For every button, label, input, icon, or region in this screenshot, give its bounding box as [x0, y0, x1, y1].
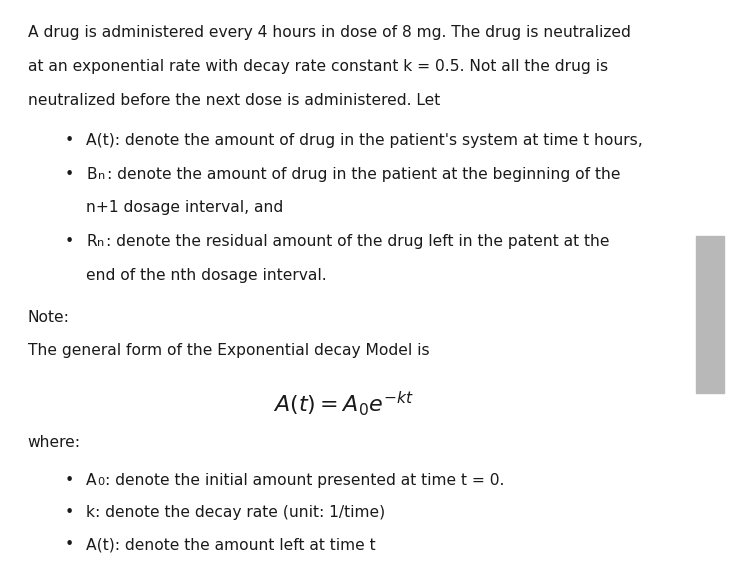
Text: n+1 dosage interval, and: n+1 dosage interval, and: [86, 200, 283, 215]
Text: B: B: [86, 167, 97, 182]
Text: R: R: [86, 234, 97, 249]
Text: A(t): denote the amount of drug in the patient's system at time t hours,: A(t): denote the amount of drug in the p…: [86, 133, 643, 148]
Text: neutralized before the next dose is administered. Let: neutralized before the next dose is admi…: [28, 93, 440, 108]
Text: $A(t) = A_0e^{-kt}$: $A(t) = A_0e^{-kt}$: [273, 389, 413, 418]
Text: k: denote the decay rate (unit: 1/time): k: denote the decay rate (unit: 1/time): [86, 505, 385, 521]
Text: at an exponential rate with decay rate constant k = 0.5. Not all the drug is: at an exponential rate with decay rate c…: [28, 59, 608, 74]
Text: The general form of the Exponential decay Model is: The general form of the Exponential deca…: [28, 343, 429, 358]
Text: : denote the amount of drug in the patient at the beginning of the: : denote the amount of drug in the patie…: [107, 167, 620, 182]
Text: where:: where:: [28, 435, 81, 450]
Text: A: A: [86, 473, 97, 489]
Bar: [696, 236, 724, 393]
Text: : denote the residual amount of the drug left in the patent at the: : denote the residual amount of the drug…: [107, 234, 610, 249]
Text: n: n: [98, 238, 104, 248]
Text: A drug is administered every 4 hours in dose of 8 mg. The drug is neutralized: A drug is administered every 4 hours in …: [28, 25, 631, 40]
Text: •: •: [64, 167, 74, 182]
Text: •: •: [64, 234, 74, 249]
Text: •: •: [64, 505, 74, 521]
Text: A(t): denote the amount left at time t: A(t): denote the amount left at time t: [86, 537, 376, 553]
Text: •: •: [64, 473, 74, 489]
Text: n: n: [98, 171, 105, 181]
Text: •: •: [64, 537, 74, 553]
Text: end of the nth dosage interval.: end of the nth dosage interval.: [86, 268, 327, 283]
Text: •: •: [64, 133, 74, 148]
Text: Note:: Note:: [28, 310, 69, 325]
Text: 0: 0: [98, 477, 104, 488]
Text: : denote the initial amount presented at time t = 0.: : denote the initial amount presented at…: [105, 473, 505, 489]
